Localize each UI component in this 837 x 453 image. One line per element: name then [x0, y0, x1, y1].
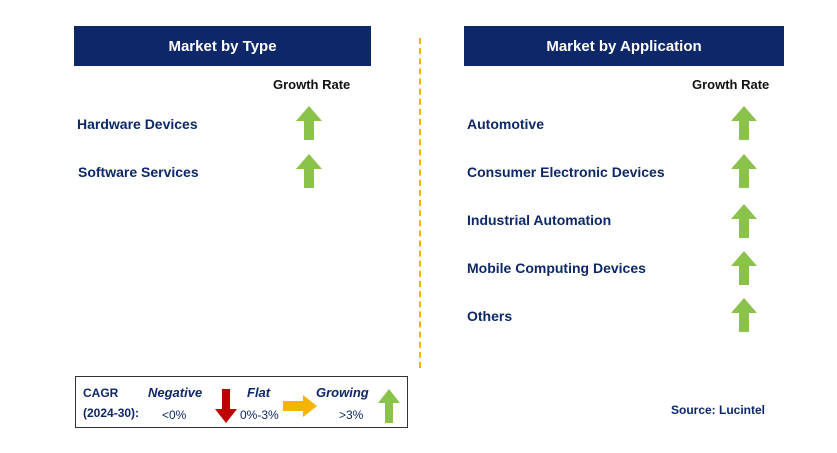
up-arrow-icon — [296, 106, 322, 140]
down-arrow-icon — [215, 389, 237, 423]
cagr-legend: CAGR (2024-30): Negative <0% Flat 0%-3% … — [75, 376, 408, 428]
up-arrow-icon — [296, 154, 322, 188]
legend-cagr-period: (2024-30): — [83, 406, 140, 420]
legend-flat-label: Flat — [247, 385, 271, 400]
panel-divider — [419, 38, 421, 368]
up-arrow-icon — [731, 298, 757, 332]
legend-negative-range: <0% — [162, 408, 187, 422]
up-arrow-icon — [731, 251, 757, 285]
application-item-label: Others — [467, 308, 513, 324]
legend-growing-label: Growing — [316, 385, 369, 400]
legend-growing-range: >3% — [339, 408, 364, 422]
up-arrow-icon — [731, 204, 757, 238]
application-item-label: Consumer Electronic Devices — [467, 164, 665, 180]
application-item-label: Automotive — [467, 116, 544, 132]
up-arrow-icon — [731, 106, 757, 140]
legend-cagr-label: CAGR — [83, 386, 119, 400]
right-arrow-icon — [283, 395, 317, 417]
legend-negative-label: Negative — [148, 385, 203, 400]
market-by-application-header: Market by Application — [464, 26, 784, 66]
type-item-label: Hardware Devices — [77, 116, 198, 132]
type-item-label: Software Services — [78, 164, 199, 180]
application-item-label: Industrial Automation — [467, 212, 612, 228]
application-item-label: Mobile Computing Devices — [467, 260, 646, 276]
application-growth-rate-label: Growth Rate — [692, 77, 770, 92]
type-growth-rate-label: Growth Rate — [273, 77, 351, 92]
up-arrow-icon — [378, 389, 400, 423]
source-label: Source: Lucintel — [671, 403, 766, 417]
legend-flat-range: 0%-3% — [240, 408, 279, 422]
up-arrow-icon — [731, 154, 757, 188]
market-by-type-header: Market by Type — [74, 26, 371, 66]
